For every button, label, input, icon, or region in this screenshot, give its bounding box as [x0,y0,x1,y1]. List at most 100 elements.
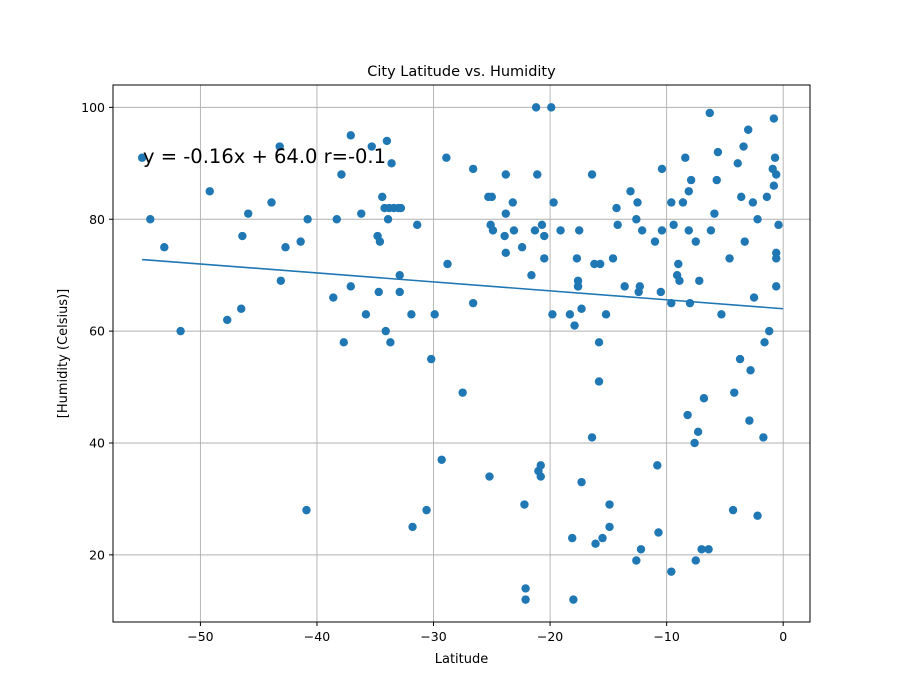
data-point [508,198,517,207]
data-point [612,203,621,213]
plot-frame [112,84,811,623]
data-point [740,237,749,246]
data-point [568,533,577,543]
data-point [407,310,416,319]
x-tick-label: −50 [187,629,213,644]
data-point [760,338,769,347]
data-point [737,192,746,202]
data-point [762,192,772,202]
data-point [739,142,748,151]
data-point [303,215,312,224]
data-point [205,187,214,196]
data-point [770,153,780,162]
data-point [302,505,311,515]
data-point [572,254,582,263]
data-point [137,153,147,162]
data-point [527,270,536,280]
data-point [530,226,540,235]
data-point [501,170,510,179]
data-point [501,248,510,258]
data-point [337,170,346,179]
y-tick-label: 60 [89,324,105,339]
data-point [636,545,646,554]
data-point [594,338,604,347]
data-point [769,114,779,123]
data-point [632,556,641,565]
data-point [601,310,611,319]
data-point [383,215,393,224]
data-point [667,567,676,576]
x-axis-label: Latitude [435,652,489,667]
y-tick-label: 20 [89,547,105,562]
grid [113,85,810,622]
data-point [667,198,676,207]
data-point [587,170,597,179]
data-point [381,326,390,336]
data-point [675,276,684,285]
data-point [329,293,338,302]
data-point [485,472,494,481]
data-point [386,338,395,347]
data-point [488,226,498,235]
data-point [674,259,683,269]
data-point [408,522,417,532]
data-point [237,304,246,313]
data-point [608,254,618,263]
data-point [684,187,693,196]
data-point [413,220,422,230]
data-point [657,226,667,235]
data-point [533,170,542,179]
data-point [244,209,253,218]
data-point [468,164,478,174]
data-point [633,198,642,207]
data-point [691,237,700,246]
data-point [697,545,706,554]
data-point [146,215,155,224]
data-point [549,198,558,207]
data-point [704,545,713,554]
data-point [501,209,510,218]
data-point [577,477,586,487]
data-point [281,243,290,252]
data-point [759,433,768,442]
data-point [765,326,774,336]
data-point [712,175,721,185]
data-point [556,226,565,235]
data-point [296,237,305,246]
x-tick-label: −30 [420,629,446,644]
data-point [748,198,758,207]
data-point [176,326,185,336]
data-point [771,170,781,179]
data-point [468,298,478,308]
data-point [387,159,396,168]
data-point [500,231,509,241]
data-point [733,159,742,168]
data-point [587,433,597,442]
data-point [443,259,452,269]
data-point [339,338,348,347]
data-point [713,147,723,157]
data-point [769,181,779,190]
data-point [536,461,545,470]
data-point [771,248,781,258]
data-point [596,259,605,269]
data-point [699,394,709,403]
data-point [656,287,666,297]
y-tick-label: 40 [89,436,105,451]
data-point [650,237,660,246]
data-point [521,595,530,604]
data-point [382,136,392,146]
data-point [442,153,451,162]
data-point [378,192,387,202]
data-point [753,511,762,520]
data-point [632,215,641,224]
data-point [569,595,578,604]
data-point [717,310,726,319]
axis-ticks: −50 −40 −30 −20 −10 0 20 40 60 80 100 [81,100,787,644]
data-point [657,164,667,174]
data-point [678,198,688,207]
data-point [536,472,545,481]
data-point [509,226,519,235]
data-point [520,500,529,509]
data-point [395,287,404,297]
